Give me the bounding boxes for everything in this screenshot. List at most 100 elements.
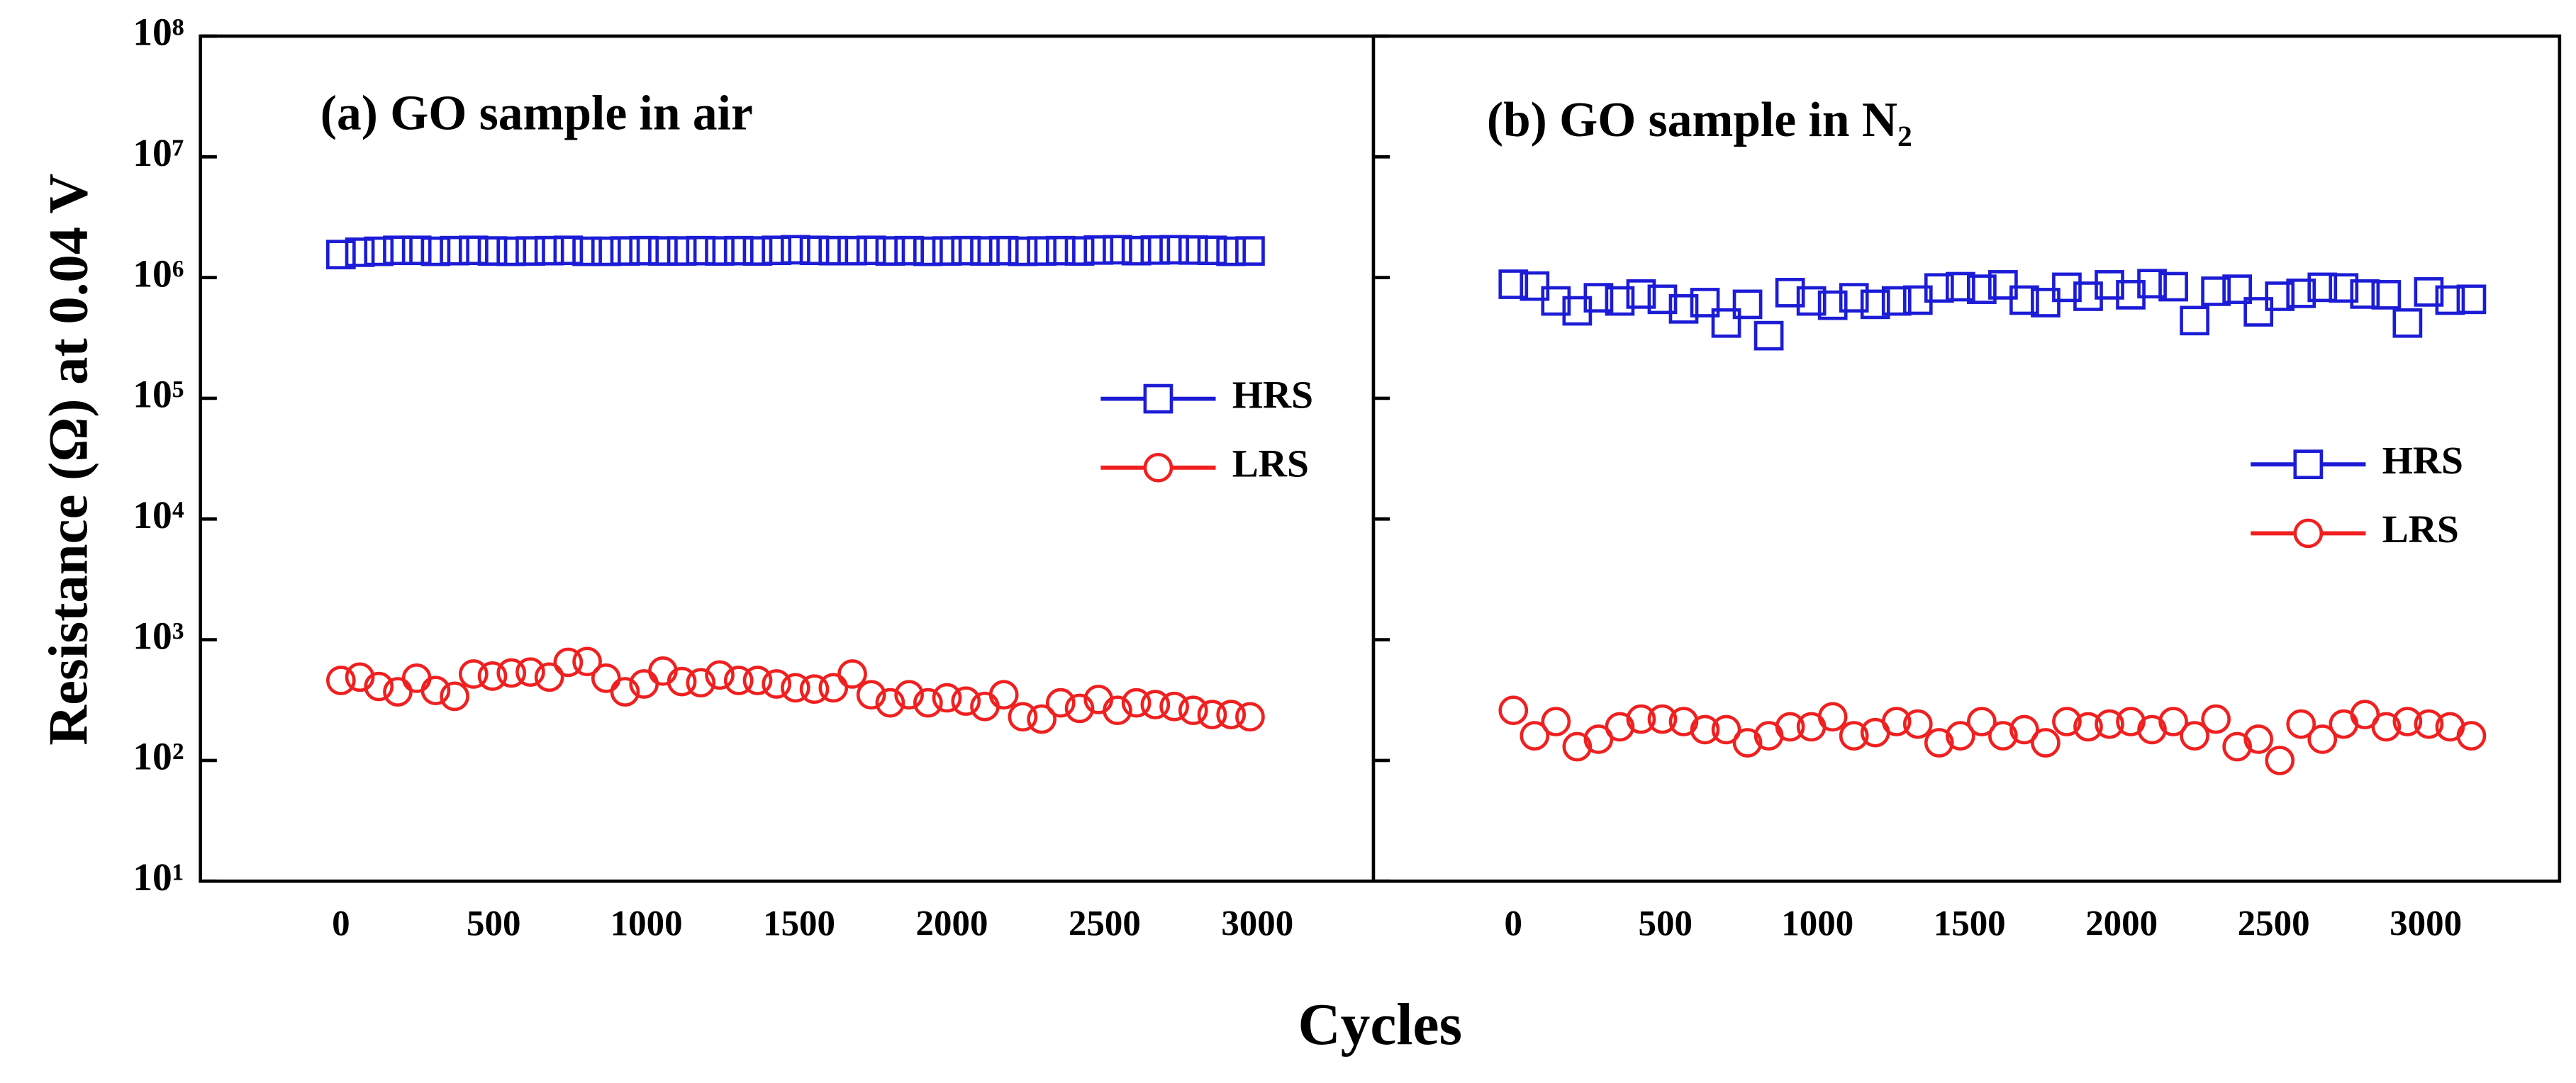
data-point: [799, 235, 830, 266]
data-point: [1988, 270, 2018, 300]
data-point: [1967, 274, 1997, 304]
data-point: [988, 235, 1019, 266]
data-point: [742, 236, 773, 266]
data-point: [1839, 721, 1869, 751]
data-point: [1197, 235, 1227, 266]
data-point: [1881, 707, 1912, 736]
data-point: [686, 235, 716, 266]
data-point: [1583, 283, 1614, 313]
data-point: [2222, 731, 2253, 762]
data-point: [742, 666, 773, 695]
data-point: [572, 236, 602, 266]
data-point: [2158, 271, 2188, 302]
x-tick-label: 1000: [610, 904, 683, 944]
data-point: [440, 235, 469, 266]
data-point: [913, 688, 943, 718]
data-point: [932, 683, 962, 713]
data-point: [458, 235, 489, 266]
data-point: [2350, 279, 2380, 309]
data-point: [1541, 286, 1571, 316]
x-tick-label: 500: [467, 904, 520, 944]
data-point: [1647, 284, 1678, 315]
x-tick-label: 3000: [1221, 904, 1293, 944]
data-point: [572, 646, 602, 677]
data-point: [440, 681, 469, 712]
data-point: [1498, 269, 1529, 299]
x-tick-label: 2000: [916, 904, 988, 944]
data-point: [818, 673, 849, 703]
data-point: [364, 671, 394, 702]
data-point: [2201, 276, 2231, 306]
data-point: [1924, 728, 1954, 758]
data-point: [1064, 693, 1095, 724]
data-point: [1626, 704, 1656, 734]
data-point: [1945, 271, 1975, 302]
data-point: [2265, 281, 2295, 311]
data-point: [515, 236, 545, 266]
data-point: [2052, 272, 2082, 303]
data-point: [2371, 712, 2402, 742]
x-tick-label: 0: [332, 904, 350, 944]
data-point: [1817, 702, 1848, 732]
data-point: [1860, 289, 1890, 320]
x-tick-label: 1500: [1934, 904, 2006, 944]
panel-title: (b) GO sample in N₂: [1487, 93, 1912, 147]
data-point: [1216, 700, 1247, 729]
y-axis-label: Resistance (Ω) at 0.04 V: [38, 174, 99, 746]
data-point: [1945, 721, 1975, 751]
data-point: [2137, 714, 2167, 745]
y-tick-label: 10⁸: [133, 11, 184, 55]
data-point: [1121, 235, 1152, 266]
data-point: [2116, 707, 2146, 736]
legend-marker: [2293, 449, 2324, 480]
data-point: [2307, 272, 2338, 303]
data-point: [515, 657, 545, 687]
data-point: [2052, 707, 2082, 736]
y-tick-label: 10⁶: [133, 252, 184, 296]
data-point: [2392, 707, 2423, 736]
data-point: [1690, 714, 1720, 745]
data-point: [1027, 236, 1056, 266]
data-point: [1775, 712, 1805, 742]
data-point: [1967, 707, 1997, 736]
y-tick-label: 10¹: [133, 855, 184, 899]
data-point: [553, 235, 584, 266]
data-point: [856, 235, 886, 266]
data-point: [781, 673, 810, 703]
data-point: [383, 235, 413, 266]
data-point: [1541, 707, 1571, 736]
data-point: [477, 236, 508, 266]
data-point: [553, 647, 584, 678]
data-point: [875, 688, 905, 718]
data-point: [951, 686, 981, 717]
data-point: [1605, 712, 1635, 742]
data-point: [988, 680, 1019, 710]
data-point: [1732, 289, 1763, 320]
data-point: [856, 680, 886, 710]
legend-marker: [1143, 383, 1173, 414]
data-point: [875, 236, 905, 266]
data-point: [534, 662, 564, 692]
data-point: [932, 236, 962, 266]
data-point: [2137, 269, 2167, 299]
data-point: [1235, 236, 1265, 266]
legend-label: HRS: [2382, 439, 2463, 483]
data-point: [1520, 271, 1550, 301]
data-point: [951, 235, 981, 266]
data-point: [2009, 285, 2039, 315]
data-point: [1711, 714, 1741, 745]
data-point: [610, 677, 640, 707]
data-point: [1140, 690, 1171, 719]
data-point: [534, 235, 564, 266]
data-point: [2009, 714, 2039, 745]
data-point: [325, 666, 356, 695]
data-point: [2095, 709, 2124, 739]
data-point: [2456, 284, 2487, 315]
data-point: [1178, 235, 1208, 265]
legend-marker: [1143, 452, 1173, 483]
data-point: [705, 236, 735, 266]
data-point: [496, 236, 527, 266]
data-point: [1775, 278, 1805, 308]
